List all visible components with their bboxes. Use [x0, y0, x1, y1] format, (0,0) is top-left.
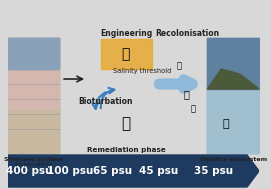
Text: (Hypersaline): (Hypersaline) [15, 162, 52, 167]
Bar [8, 38, 59, 153]
Text: 65 psu: 65 psu [93, 166, 133, 176]
Text: 400 psu: 400 psu [5, 166, 52, 176]
Text: 🦢: 🦢 [222, 119, 229, 129]
Polygon shape [8, 155, 259, 187]
Text: 35 psu: 35 psu [194, 166, 233, 176]
Text: 🦐: 🦐 [183, 89, 189, 99]
Text: Salinity threshold: Salinity threshold [113, 68, 172, 74]
Text: Remediation phase: Remediation phase [86, 147, 165, 153]
Text: Healthy ecosystem: Healthy ecosystem [199, 157, 267, 162]
Text: Bioturbation: Bioturbation [78, 97, 133, 105]
Bar [101, 39, 152, 69]
Polygon shape [207, 69, 259, 89]
Text: 100 psu: 100 psu [47, 166, 93, 176]
Text: 45 psu: 45 psu [139, 166, 178, 176]
Text: 🐟: 🐟 [177, 61, 182, 70]
Text: 🏗: 🏗 [122, 47, 130, 61]
Text: 🦀: 🦀 [191, 105, 196, 114]
Text: Recolonisation: Recolonisation [155, 29, 219, 39]
Text: 🦀: 🦀 [121, 116, 130, 132]
Text: Stressed system: Stressed system [4, 157, 63, 162]
Bar [207, 38, 259, 153]
Text: Engineering: Engineering [100, 29, 152, 39]
